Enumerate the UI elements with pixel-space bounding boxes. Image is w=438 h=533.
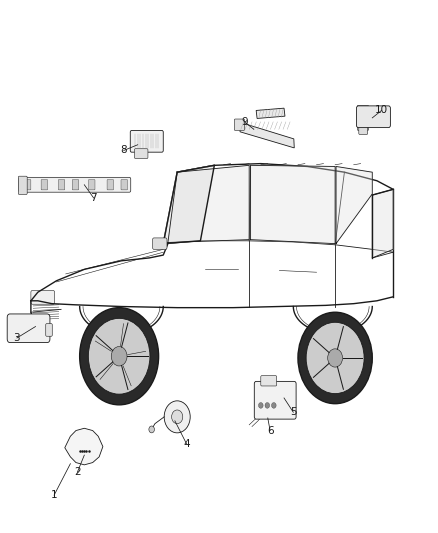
FancyBboxPatch shape — [72, 180, 79, 190]
Circle shape — [149, 426, 155, 433]
FancyBboxPatch shape — [261, 376, 276, 386]
Polygon shape — [336, 166, 372, 244]
Circle shape — [328, 349, 343, 367]
FancyBboxPatch shape — [254, 382, 296, 419]
Polygon shape — [372, 189, 393, 258]
Text: 8: 8 — [120, 146, 127, 156]
Polygon shape — [256, 108, 285, 118]
Circle shape — [172, 410, 183, 424]
Polygon shape — [251, 165, 335, 244]
FancyBboxPatch shape — [121, 180, 127, 190]
FancyBboxPatch shape — [359, 126, 367, 134]
Text: 3: 3 — [14, 333, 20, 343]
FancyBboxPatch shape — [41, 180, 48, 190]
Circle shape — [258, 402, 263, 408]
Polygon shape — [65, 429, 103, 465]
Text: 10: 10 — [375, 106, 388, 116]
FancyBboxPatch shape — [46, 324, 52, 336]
FancyBboxPatch shape — [234, 119, 244, 131]
Circle shape — [164, 401, 190, 433]
Text: 6: 6 — [267, 425, 273, 435]
FancyBboxPatch shape — [7, 314, 50, 343]
Circle shape — [298, 312, 372, 403]
Circle shape — [80, 308, 159, 405]
FancyBboxPatch shape — [357, 106, 390, 127]
Circle shape — [88, 318, 150, 394]
Polygon shape — [240, 122, 294, 148]
FancyBboxPatch shape — [134, 149, 148, 158]
Circle shape — [306, 322, 364, 394]
FancyBboxPatch shape — [130, 131, 163, 152]
Circle shape — [265, 402, 270, 408]
FancyBboxPatch shape — [88, 180, 95, 190]
Text: 1: 1 — [51, 490, 57, 500]
FancyBboxPatch shape — [107, 180, 113, 190]
Text: 7: 7 — [90, 193, 97, 203]
FancyBboxPatch shape — [25, 180, 31, 190]
Polygon shape — [163, 165, 214, 244]
Text: 2: 2 — [74, 467, 81, 477]
FancyBboxPatch shape — [19, 177, 131, 192]
Circle shape — [111, 346, 127, 366]
Circle shape — [272, 402, 276, 408]
FancyBboxPatch shape — [357, 106, 368, 131]
Text: 5: 5 — [290, 407, 297, 417]
FancyBboxPatch shape — [58, 180, 65, 190]
Text: 9: 9 — [241, 117, 248, 127]
FancyBboxPatch shape — [152, 238, 167, 249]
Polygon shape — [168, 165, 249, 243]
FancyBboxPatch shape — [31, 290, 55, 304]
FancyBboxPatch shape — [18, 176, 27, 195]
Text: 4: 4 — [183, 439, 190, 449]
